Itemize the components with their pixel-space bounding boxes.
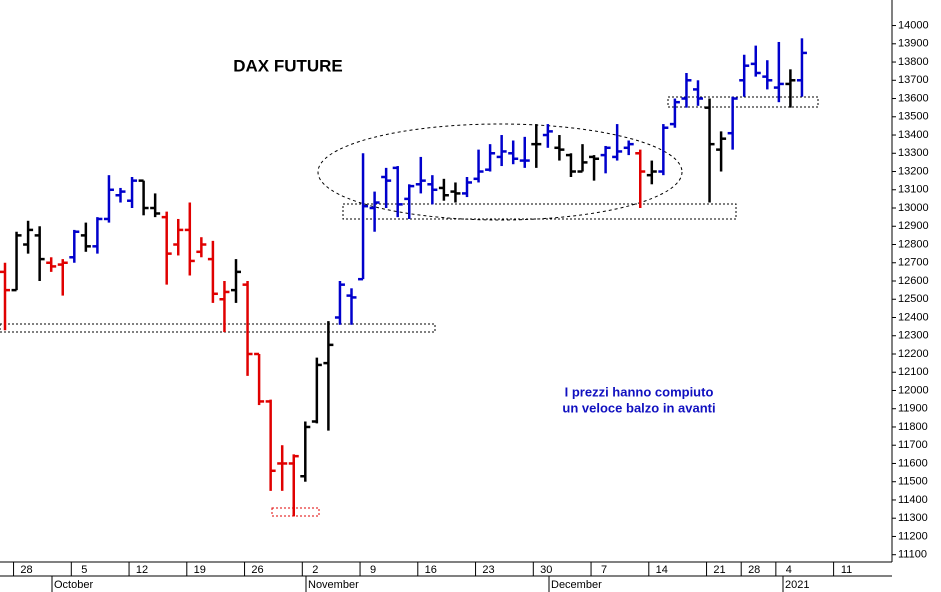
- y-tick-label: 13400: [898, 129, 929, 141]
- y-tick-label: 11300: [898, 512, 928, 524]
- y-tick-label: 12900: [898, 220, 929, 232]
- x-tick-label: 28: [20, 564, 32, 576]
- x-tick-label: 11: [841, 564, 852, 576]
- x-tick-label: 14: [656, 564, 668, 576]
- low-zone: [271, 507, 320, 517]
- y-tick-label: 11900: [898, 403, 928, 415]
- x-tick-label: 16: [425, 564, 437, 576]
- y-tick-label: 13800: [898, 56, 929, 68]
- x-group-label: December: [551, 579, 602, 591]
- y-tick-label: 13900: [898, 38, 929, 50]
- x-tick-label: 7: [601, 564, 607, 576]
- y-tick-label: 11800: [898, 421, 928, 433]
- y-tick-label: 13500: [898, 111, 929, 123]
- y-tick-label: 12800: [898, 238, 929, 250]
- x-tick-label: 30: [540, 564, 552, 576]
- y-tick-label: 11500: [898, 476, 928, 488]
- y-tick-label: 12200: [898, 348, 929, 360]
- x-tick-label: 28: [748, 564, 760, 576]
- y-tick-label: 11100: [898, 549, 927, 561]
- y-tick-label: 12100: [898, 366, 929, 378]
- chart-title: DAX FUTURE: [233, 56, 343, 75]
- y-tick-label: 13700: [898, 74, 929, 86]
- y-tick-label: 11200: [898, 530, 928, 542]
- y-tick-label: 13000: [898, 202, 929, 214]
- y-tick-label: 13200: [898, 165, 929, 177]
- y-tick-label: 12000: [898, 384, 929, 396]
- y-tick-label: 12300: [898, 330, 929, 342]
- x-tick-label: 2: [312, 564, 318, 576]
- x-tick-label: 21: [713, 564, 725, 576]
- y-tick-label: 14000: [898, 19, 929, 31]
- annotation: I prezzi hanno compiuto: [565, 384, 714, 399]
- y-tick-label: 11600: [898, 457, 928, 469]
- y-tick-label: 12700: [898, 257, 929, 269]
- x-group-label: October: [54, 579, 93, 591]
- x-tick-label: 19: [194, 564, 206, 576]
- x-tick-label: 5: [81, 564, 87, 576]
- y-tick-label: 11700: [898, 439, 928, 451]
- x-tick-label: 4: [786, 564, 792, 576]
- y-tick-label: 12400: [898, 311, 929, 323]
- y-tick-label: 12500: [898, 293, 929, 305]
- support-zone: [0, 323, 436, 333]
- y-tick-label: 12600: [898, 275, 929, 287]
- y-tick-label: 13600: [898, 92, 929, 104]
- x-group-label: November: [308, 579, 359, 591]
- y-tick-label: 13300: [898, 147, 929, 159]
- x-tick-label: 12: [136, 564, 148, 576]
- x-tick-label: 23: [482, 564, 494, 576]
- y-tick-label: 11400: [898, 494, 928, 506]
- x-tick-label: 26: [251, 564, 263, 576]
- consolidation-ellipse: [317, 123, 683, 221]
- x-tick-label: 9: [370, 564, 376, 576]
- x-group-label: 2021: [785, 579, 809, 591]
- annotation: un veloce balzo in avanti: [562, 400, 715, 415]
- y-tick-label: 13100: [898, 184, 929, 196]
